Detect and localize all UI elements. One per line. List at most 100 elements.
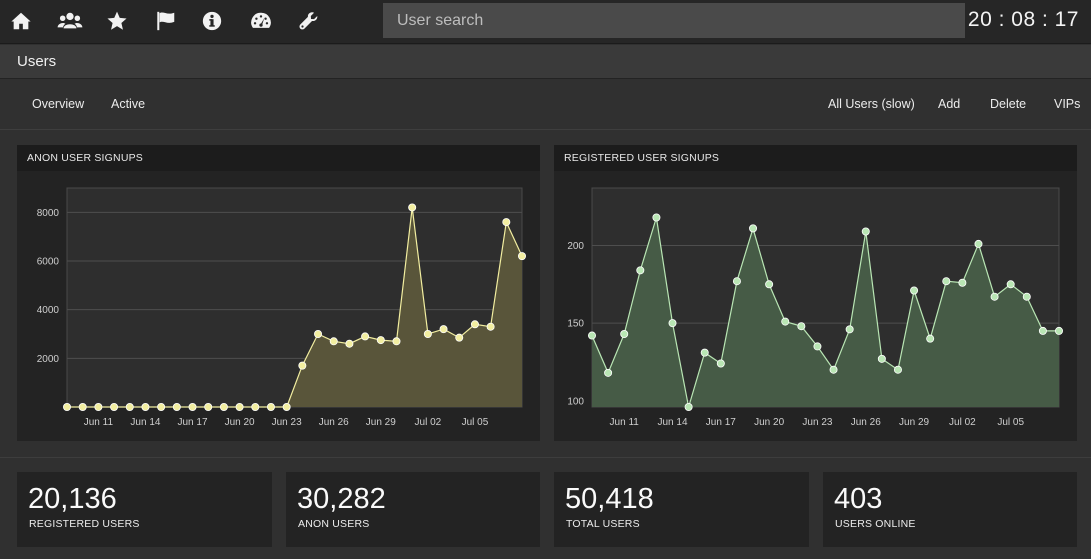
- data-point[interactable]: [910, 287, 917, 294]
- data-point[interactable]: [588, 332, 595, 339]
- x-tick-label: Jun 20: [754, 417, 784, 428]
- x-tick-label: Jun 17: [178, 417, 208, 428]
- data-point[interactable]: [669, 320, 676, 327]
- page-header: Users: [0, 45, 1091, 79]
- data-point[interactable]: [142, 403, 149, 410]
- page-title: Users: [17, 53, 56, 70]
- data-point[interactable]: [1055, 327, 1062, 334]
- data-point[interactable]: [518, 253, 525, 260]
- data-point[interactable]: [220, 403, 227, 410]
- delete-user-link[interactable]: Delete: [990, 97, 1026, 111]
- data-point[interactable]: [975, 240, 982, 247]
- data-point[interactable]: [487, 323, 494, 330]
- flag-icon[interactable]: [151, 7, 181, 35]
- data-point[interactable]: [63, 403, 70, 410]
- users-icon[interactable]: [55, 7, 85, 35]
- data-point[interactable]: [393, 338, 400, 345]
- data-point[interactable]: [862, 228, 869, 235]
- data-point[interactable]: [927, 335, 934, 342]
- x-tick-label: Jun 20: [225, 417, 255, 428]
- data-point[interactable]: [503, 218, 510, 225]
- data-point[interactable]: [814, 343, 821, 350]
- data-point[interactable]: [733, 278, 740, 285]
- vips-link[interactable]: VIPs: [1054, 97, 1080, 111]
- registered-signups-title: REGISTERED USER SIGNUPS: [554, 145, 1077, 171]
- anon-signups-panel: ANON USER SIGNUPS 2000 4000 6000 8000 Jun 11…: [17, 145, 540, 441]
- anon-users-stat: 30,282 ANON USERS: [286, 472, 540, 547]
- data-point[interactable]: [283, 403, 290, 410]
- data-point[interactable]: [1039, 327, 1046, 334]
- data-point[interactable]: [173, 403, 180, 410]
- data-point[interactable]: [377, 336, 384, 343]
- data-point[interactable]: [1023, 293, 1030, 300]
- data-point[interactable]: [846, 326, 853, 333]
- data-point[interactable]: [878, 355, 885, 362]
- registered-signups-panel: REGISTERED USER SIGNUPS 100 150 200 Jun 11 J…: [554, 145, 1077, 441]
- data-point[interactable]: [440, 326, 447, 333]
- data-point[interactable]: [189, 403, 196, 410]
- data-point[interactable]: [1007, 281, 1014, 288]
- data-point[interactable]: [330, 338, 337, 345]
- registered-signups-chart: 100150200Jun 11 Jun 14 Jun 17 Jun 20 Jun 23 J…: [554, 171, 1077, 441]
- data-point[interactable]: [362, 333, 369, 340]
- data-point[interactable]: [798, 323, 805, 330]
- data-point[interactable]: [267, 403, 274, 410]
- data-point[interactable]: [621, 330, 628, 337]
- data-point[interactable]: [236, 403, 243, 410]
- data-point[interactable]: [79, 403, 86, 410]
- sub-navigation: Overview Active All Users (slow) Add Del…: [0, 80, 1091, 130]
- home-icon[interactable]: [6, 7, 36, 35]
- x-tick-label: Jun 26: [319, 417, 349, 428]
- data-point[interactable]: [605, 369, 612, 376]
- data-point[interactable]: [456, 334, 463, 341]
- data-point[interactable]: [126, 403, 133, 410]
- data-point[interactable]: [894, 366, 901, 373]
- data-point[interactable]: [637, 267, 644, 274]
- y-tick-label: 6000: [37, 257, 60, 268]
- y-tick-label: 8000: [37, 208, 60, 219]
- data-point[interactable]: [471, 321, 478, 328]
- tab-overview[interactable]: Overview: [32, 97, 84, 111]
- y-tick-label: 2000: [37, 354, 60, 365]
- dashboard-icon[interactable]: [246, 7, 276, 35]
- data-point[interactable]: [782, 318, 789, 325]
- x-tick-label: Jun 26: [851, 417, 881, 428]
- add-user-link[interactable]: Add: [938, 97, 960, 111]
- data-point[interactable]: [158, 403, 165, 410]
- data-point[interactable]: [653, 214, 660, 221]
- x-tick-label: Jul 02: [949, 417, 976, 428]
- data-point[interactable]: [685, 403, 692, 410]
- data-point[interactable]: [299, 362, 306, 369]
- data-point[interactable]: [424, 330, 431, 337]
- wrench-icon[interactable]: [294, 7, 324, 35]
- data-point[interactable]: [830, 366, 837, 373]
- data-point[interactable]: [991, 293, 998, 300]
- x-tick-label: Jun 11: [610, 417, 640, 428]
- data-point[interactable]: [314, 330, 321, 337]
- data-point[interactable]: [252, 403, 259, 410]
- data-point[interactable]: [205, 403, 212, 410]
- data-point[interactable]: [717, 360, 724, 367]
- data-point[interactable]: [959, 279, 966, 286]
- x-tick-label: Jun 11: [84, 417, 114, 428]
- data-point[interactable]: [110, 403, 117, 410]
- y-tick-label: 100: [567, 396, 584, 407]
- data-point[interactable]: [409, 204, 416, 211]
- data-point[interactable]: [749, 225, 756, 232]
- x-tick-label: Jul 05: [997, 417, 1024, 428]
- section-divider: [0, 457, 1091, 458]
- data-point[interactable]: [943, 278, 950, 285]
- x-tick-label: Jun 29: [899, 417, 929, 428]
- user-search-input[interactable]: [383, 3, 965, 38]
- data-point[interactable]: [95, 403, 102, 410]
- data-point[interactable]: [701, 349, 708, 356]
- info-icon[interactable]: [197, 7, 227, 35]
- x-tick-label: Jun 23: [272, 417, 302, 428]
- tab-active[interactable]: Active: [111, 97, 145, 111]
- y-tick-label: 150: [567, 319, 584, 330]
- y-tick-label: 4000: [37, 305, 60, 316]
- data-point[interactable]: [766, 281, 773, 288]
- data-point[interactable]: [346, 340, 353, 347]
- all-users-slow-link[interactable]: All Users (slow): [828, 97, 915, 111]
- star-icon[interactable]: [102, 7, 132, 35]
